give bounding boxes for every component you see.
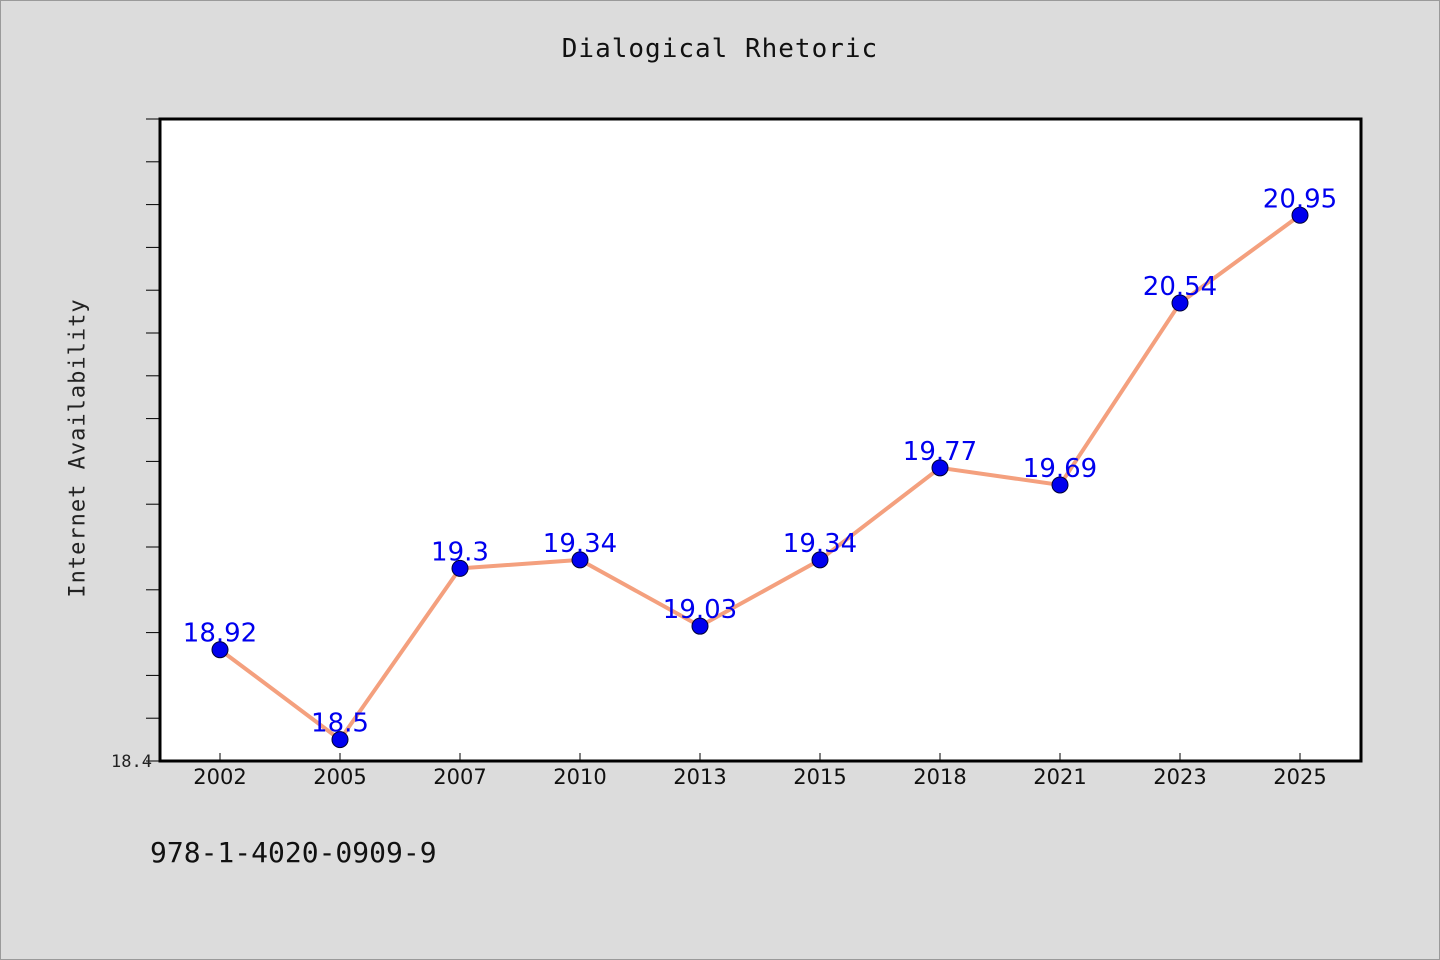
data-point [331,731,349,749]
data-point [1291,206,1309,224]
footer-code: 978-1-4020-0909-9 [150,836,437,869]
data-label: 19.34 [783,529,857,559]
data-label: 19.03 [663,595,737,625]
y-tick-label: 18.4 [111,752,152,772]
data-point [1171,294,1189,312]
x-tick-label: 2005 [313,765,366,789]
x-tick-label: 2013 [673,765,726,789]
data-label: 18.92 [183,619,257,649]
x-tick-label: 2025 [1273,765,1326,789]
data-label: 20.54 [1143,272,1217,302]
data-label: 19.69 [1023,454,1097,484]
data-label: 20.95 [1263,184,1337,214]
data-label: 19.3 [431,537,489,567]
data-point [931,459,949,477]
x-tick-label: 2018 [913,765,966,789]
x-tick-label: 2023 [1153,765,1206,789]
data-point [691,617,709,635]
data-label: 19.77 [903,437,977,467]
x-tick-label: 2002 [193,765,246,789]
data-label: 19.34 [543,529,617,559]
x-tick-label: 2007 [433,765,486,789]
data-point [451,559,469,577]
series-line [218,213,1302,742]
data-point [811,551,829,569]
chart-title: Dialogical Rhetoric [561,34,879,64]
x-tick-label: 2010 [553,765,606,789]
x-tick-label: 2021 [1033,765,1086,789]
x-tick-label: 2015 [793,765,846,789]
data-label: 18.5 [311,709,369,739]
data-point [211,641,229,659]
data-point [571,551,589,569]
plot-area [158,117,1363,763]
data-point [1051,476,1069,494]
